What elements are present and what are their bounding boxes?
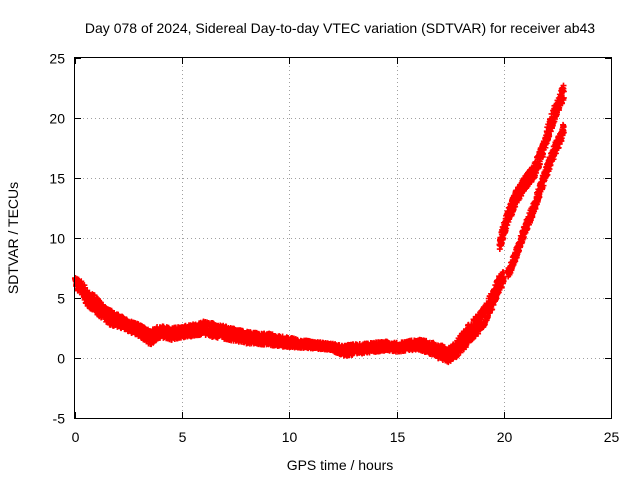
data-point — [560, 94, 567, 101]
data-point — [555, 144, 562, 151]
y-tick-label: 0 — [57, 351, 65, 367]
y-tick-label: 10 — [49, 231, 65, 247]
y-tick-label: -5 — [53, 411, 66, 427]
data-point — [532, 205, 539, 212]
axis-ticks: 0 5 10 15 20 25 -5 0 5 10 15 20 25 — [49, 51, 619, 446]
chart-title: Day 078 of 2024, Sidereal Day-to-day VTE… — [85, 20, 595, 36]
x-tick-label: 0 — [72, 429, 80, 445]
y-tick-label: 25 — [49, 51, 65, 67]
data-points — [71, 82, 567, 366]
data-point — [552, 150, 559, 157]
data-point — [453, 353, 460, 360]
x-tick-label: 25 — [604, 429, 620, 445]
data-point — [546, 132, 553, 139]
plot-frame — [74, 57, 612, 419]
x-tick-label: 10 — [282, 429, 298, 445]
grid-lines — [75, 58, 611, 418]
data-point — [544, 171, 551, 178]
data-point — [536, 161, 543, 168]
data-point — [489, 306, 496, 313]
x-tick-label: 15 — [390, 429, 406, 445]
data-point — [560, 88, 567, 95]
x-tick-label: 5 — [179, 429, 187, 445]
data-point — [560, 129, 567, 136]
data-point — [498, 284, 505, 291]
y-axis-label: SDTVAR / TECUs — [5, 182, 21, 294]
y-tick-label: 15 — [49, 171, 65, 187]
data-point — [560, 123, 567, 130]
y-tick-label: 20 — [49, 111, 65, 127]
data-point — [560, 82, 567, 89]
x-axis-label: GPS time / hours — [287, 457, 394, 473]
x-tick-label: 20 — [497, 429, 513, 445]
y-tick-label: 5 — [57, 291, 65, 307]
data-point — [503, 225, 510, 232]
data-point — [500, 269, 507, 276]
